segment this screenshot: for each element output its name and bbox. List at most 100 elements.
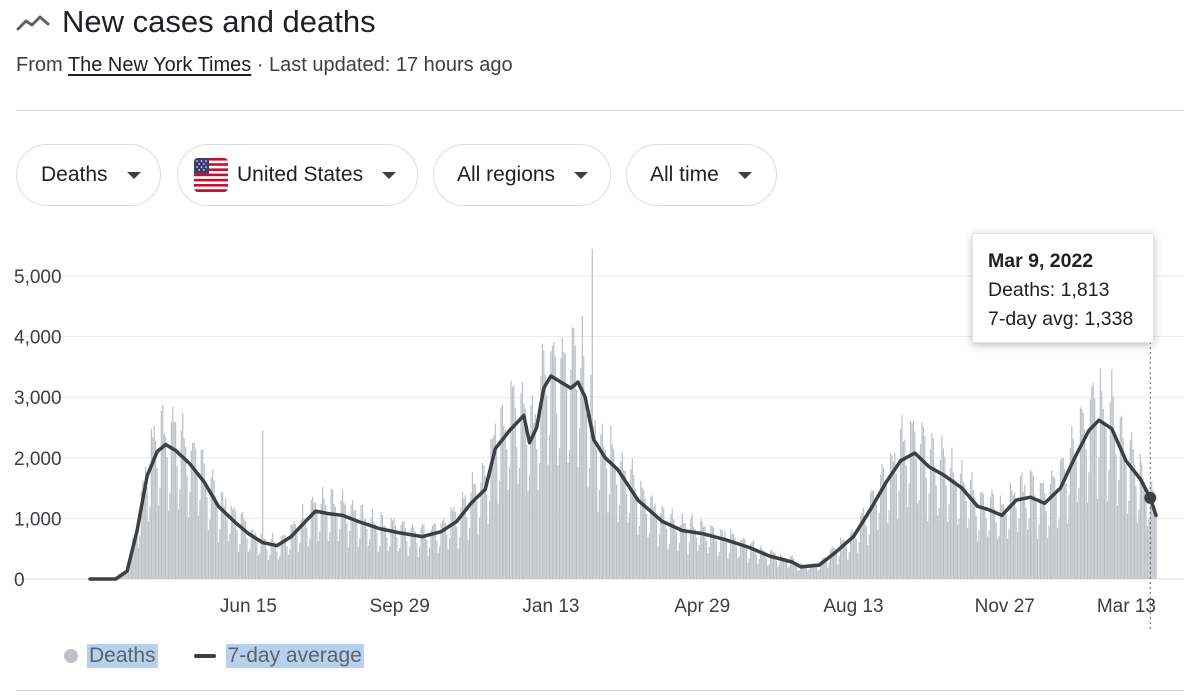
deaths-bar xyxy=(862,507,865,579)
deaths-bar xyxy=(280,535,282,579)
deaths-bar xyxy=(794,562,796,579)
deaths-bar xyxy=(795,566,798,579)
deaths-bar xyxy=(979,493,982,579)
deaths-bar xyxy=(1054,478,1056,579)
deaths-bar xyxy=(511,387,514,579)
deaths-bar xyxy=(942,448,945,579)
deaths-bar xyxy=(246,538,248,579)
source-link[interactable]: The New York Times xyxy=(67,54,252,76)
deaths-bar xyxy=(1148,519,1150,579)
deaths-bar xyxy=(1138,509,1140,579)
deaths-bar xyxy=(135,534,137,579)
deaths-bar xyxy=(469,527,471,579)
deaths-bar xyxy=(1104,422,1106,579)
deaths-bar xyxy=(526,445,528,579)
time-range-dropdown[interactable]: All time xyxy=(626,144,777,206)
deaths-bar xyxy=(381,515,384,579)
deaths-bar xyxy=(701,521,703,579)
deaths-bar xyxy=(648,533,651,579)
legend-deaths-label: Deaths xyxy=(87,644,158,668)
deaths-bar xyxy=(394,525,397,579)
metric-dropdown[interactable]: Deaths xyxy=(16,144,161,206)
deaths-bar xyxy=(132,537,134,579)
deaths-bar xyxy=(1088,472,1090,579)
deaths-bar xyxy=(427,555,429,579)
deaths-bar xyxy=(1056,527,1059,579)
deaths-bar xyxy=(444,523,446,579)
deaths-bar xyxy=(202,449,204,579)
deaths-bar xyxy=(777,566,779,579)
deaths-bar xyxy=(528,474,531,579)
deaths-bar xyxy=(300,519,302,579)
deaths-bar xyxy=(1009,482,1012,579)
deaths-bar xyxy=(1055,495,1057,579)
deaths-bar xyxy=(618,504,621,579)
deaths-bar xyxy=(937,515,939,579)
deaths-bar xyxy=(1035,502,1037,579)
deaths-bar xyxy=(192,442,194,579)
deaths-bar xyxy=(1036,539,1039,579)
deaths-bar xyxy=(1136,522,1139,579)
deaths-bar xyxy=(638,526,641,579)
deaths-bar xyxy=(1001,504,1003,579)
deaths-bar xyxy=(1074,454,1076,579)
deaths-bar xyxy=(613,449,615,579)
deaths-bar xyxy=(125,571,127,579)
deaths-bar xyxy=(253,534,255,579)
deaths-bar xyxy=(858,542,860,579)
deaths-bar xyxy=(644,498,646,579)
deaths-bar xyxy=(747,562,749,579)
deaths-bar xyxy=(780,553,782,579)
deaths-bar xyxy=(206,497,208,579)
deaths-bar xyxy=(978,530,980,579)
legend-line-icon xyxy=(193,654,216,658)
deaths-bar xyxy=(573,328,575,579)
deaths-bar xyxy=(262,430,264,579)
deaths-bar xyxy=(750,543,752,579)
deaths-bar xyxy=(414,531,417,579)
deaths-bar xyxy=(536,449,538,579)
legend-item-deaths[interactable]: Deaths xyxy=(64,644,158,668)
deaths-bar xyxy=(367,545,369,579)
x-tick-label: Jan 13 xyxy=(522,596,579,617)
deaths-bar xyxy=(163,433,165,579)
region-dropdown[interactable]: All regions xyxy=(433,144,611,206)
deaths-bar xyxy=(544,374,546,579)
deaths-bar xyxy=(653,506,655,579)
deaths-bar xyxy=(882,467,885,579)
deaths-bar xyxy=(424,534,426,579)
deaths-bar xyxy=(925,478,927,579)
deaths-bar xyxy=(1089,399,1091,579)
deaths-chart[interactable]: 0 1,000 2,000 3,000 4,000 5,000 Jun 15 Sep 29 Ja… xyxy=(0,230,1200,630)
deaths-bar xyxy=(808,568,810,579)
deaths-bar xyxy=(617,522,619,579)
deaths-bar xyxy=(374,524,377,579)
hover-point xyxy=(1144,491,1157,504)
deaths-bar xyxy=(591,248,593,579)
deaths-bar xyxy=(810,564,812,579)
deaths-bar xyxy=(406,541,408,579)
deaths-bar xyxy=(760,545,762,579)
country-dropdown[interactable]: United States xyxy=(177,144,418,206)
deaths-bar xyxy=(939,459,942,579)
deaths-bar xyxy=(1027,529,1029,579)
deaths-bar xyxy=(1121,415,1123,579)
deaths-bar xyxy=(714,535,716,579)
deaths-bar xyxy=(922,426,925,579)
deaths-bar xyxy=(557,465,559,579)
deaths-bar xyxy=(822,558,825,579)
legend-item-average[interactable]: 7-day average xyxy=(193,644,364,668)
deaths-bar xyxy=(811,562,813,579)
deaths-bar xyxy=(614,464,616,579)
deaths-bar xyxy=(356,522,358,579)
deaths-bar xyxy=(934,466,936,579)
deaths-bar xyxy=(972,490,974,579)
deaths-bar xyxy=(1046,538,1049,579)
deaths-bar xyxy=(812,563,815,579)
deaths-bar xyxy=(553,342,555,579)
deaths-bar xyxy=(908,483,910,579)
deaths-bar xyxy=(707,552,709,579)
deaths-bar xyxy=(845,546,847,579)
tooltip-average: 7-day avg: 1,338 xyxy=(988,308,1134,330)
deaths-bar xyxy=(233,507,235,579)
